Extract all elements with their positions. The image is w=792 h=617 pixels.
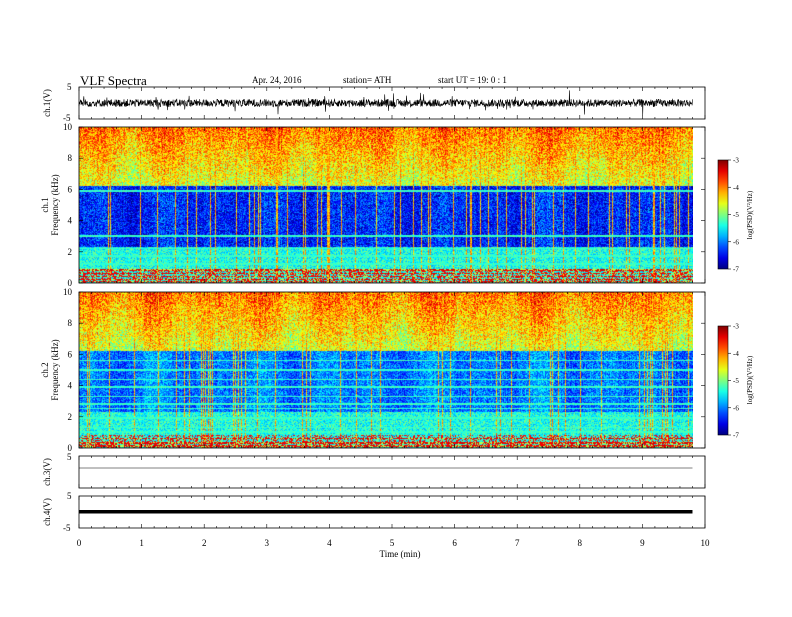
x-ticklabel: 7	[515, 538, 520, 548]
x-axis-ticklabels: 0 1 2 3 4 5 6 7 8 9 10	[77, 538, 710, 548]
station-label: station= ATH	[343, 75, 392, 85]
spec-ytick-label: 4	[68, 381, 73, 391]
ch2-spec-ylabel: Frequency (kHz)	[50, 339, 60, 400]
x-ticklabel: 6	[452, 538, 457, 548]
ch4-trace	[79, 510, 693, 514]
ch2-colorbar	[718, 326, 728, 435]
ch2-spec-yticks: 0 2 4 6 8 10	[63, 287, 705, 453]
x-ticklabel: 10	[701, 538, 711, 548]
spec-ytick-label: 6	[68, 184, 73, 194]
spec-ytick-label: 8	[68, 153, 73, 163]
figure-title: VLF Spectra	[80, 73, 147, 88]
spec-ytick-label: 10	[63, 122, 73, 132]
x-ticklabel: 3	[265, 538, 270, 548]
spec-ytick-label: 8	[68, 318, 73, 328]
x-ticklabel: 5	[390, 538, 395, 548]
spec-ytick-label: 2	[68, 412, 73, 422]
colorbar-ticklabel: -4	[733, 350, 739, 358]
ch3-frame	[78, 455, 706, 489]
ch1-trace	[78, 90, 693, 116]
ch1-colorbar	[718, 160, 728, 269]
ch2-colorbar-ticks: -3 -4 -5 -6 -7	[728, 323, 739, 440]
x-ticklabel: 0	[77, 538, 82, 548]
spec-ytick-label: 10	[63, 287, 73, 297]
start-ut-label: start UT = 19: 0 : 1	[438, 75, 507, 85]
ch1-spec-yticks: 0 2 4 6 8 10	[63, 122, 705, 288]
x-axis-label: Time (min)	[380, 549, 421, 559]
colorbar-ticklabel: -3	[733, 157, 739, 165]
ch2-spec-ylabel-top: ch.2	[40, 362, 50, 377]
ch1-spec-ylabel-top: ch.1	[40, 197, 50, 212]
colorbar-ticklabel: -7	[733, 432, 739, 440]
ch1-spectrogram-image	[79, 127, 693, 283]
colorbar-ticklabel: -7	[733, 266, 739, 274]
ch2-colorbar-label: log(PSD)(V²/Hz)	[746, 355, 754, 404]
ch1-ylabel: ch.1(V)	[42, 89, 52, 117]
spec-ytick-label: 0	[68, 278, 73, 288]
colorbar-ticklabel: -6	[733, 404, 739, 412]
spec-ytick-label: 4	[68, 216, 73, 226]
colorbar-ticklabel: -5	[733, 211, 739, 219]
ch1-ytick-5: 5	[67, 82, 72, 92]
ch1-colorbar-label: log(PSD)(V²/Hz)	[746, 190, 754, 239]
ch4-ytick-5: 5	[67, 491, 72, 501]
date-label: Apr. 24, 2016	[252, 75, 302, 85]
colorbar-ticklabel: -3	[733, 323, 739, 331]
ch2-spectrogram-image	[79, 292, 693, 448]
spec-ytick-label: 0	[68, 443, 73, 453]
ch4-ytick-neg5: -5	[63, 523, 71, 533]
ch4-ylabel: ch.4(V)	[42, 498, 52, 526]
x-ticklabel: 4	[327, 538, 332, 548]
ch1-colorbar-ticks: -3 -4 -5 -6 -7	[728, 157, 739, 274]
ch3-ylabel: ch.3(V)	[42, 458, 52, 486]
colorbar-ticklabel: -6	[733, 238, 739, 246]
x-ticklabel: 8	[578, 538, 583, 548]
spec-ytick-label: 6	[68, 349, 73, 359]
ch3-ytick-5: 5	[67, 452, 72, 462]
x-ticklabel: 1	[139, 538, 144, 548]
spec-ytick-label: 2	[68, 247, 73, 257]
ch1-ytick-neg5: -5	[63, 113, 71, 123]
x-ticklabel: 9	[640, 538, 645, 548]
ch1-spec-ylabel: Frequency (kHz)	[50, 174, 60, 235]
colorbar-ticklabel: -4	[733, 184, 739, 192]
colorbar-ticklabel: -5	[733, 377, 739, 385]
x-ticklabel: 2	[202, 538, 207, 548]
time-ticks	[78, 87, 706, 528]
